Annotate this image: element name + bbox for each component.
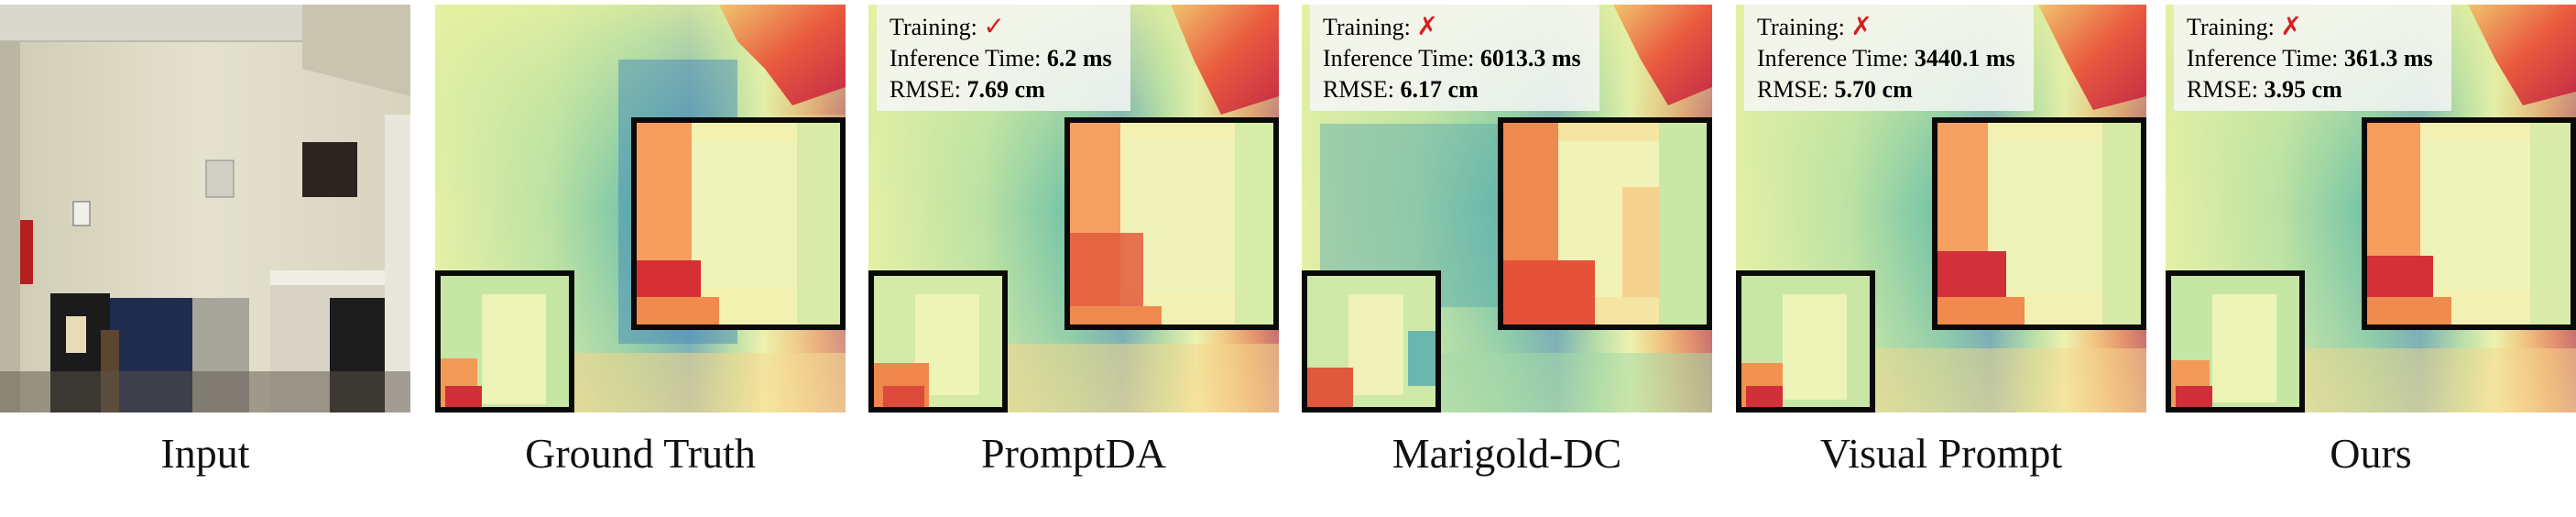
cross-icon: ✗ bbox=[1416, 13, 1438, 41]
rmse-row: RMSE: 6.17 cm bbox=[1323, 74, 1581, 105]
zoom-inset-small bbox=[435, 270, 574, 412]
training-label: Training: bbox=[2187, 14, 2275, 40]
training-label: Training: bbox=[1323, 14, 1411, 40]
training-row: Training: ✓ bbox=[890, 12, 1112, 43]
rmse-value: 7.69 cm bbox=[966, 76, 1045, 103]
training-row: Training: ✗ bbox=[1757, 12, 2015, 43]
rmse-row: RMSE: 3.95 cm bbox=[2187, 74, 2433, 105]
inference-label: Inference Time: bbox=[2187, 45, 2339, 72]
check-icon: ✓ bbox=[983, 13, 1005, 41]
zoom-inset-large bbox=[1064, 117, 1279, 330]
zoom-inset-small bbox=[1302, 270, 1441, 412]
training-label: Training: bbox=[890, 14, 977, 40]
inference-row: Inference Time: 361.3 ms bbox=[2187, 43, 2433, 74]
caption-visual-prompt: Visual Prompt bbox=[1819, 430, 2063, 477]
rmse-row: RMSE: 5.70 cm bbox=[1757, 74, 2015, 105]
caption-ground-truth: Ground Truth bbox=[525, 430, 756, 477]
input-image bbox=[0, 5, 410, 412]
cross-icon: ✗ bbox=[1850, 13, 1872, 41]
ours-depth: Training: ✗ Inference Time: 361.3 ms RMS… bbox=[2166, 5, 2576, 412]
zoom-inset-large bbox=[1498, 117, 1712, 330]
rmse-row: RMSE: 7.69 cm bbox=[890, 74, 1112, 105]
caption-promptda: PromptDA bbox=[981, 430, 1166, 477]
rmse-label: RMSE: bbox=[1323, 76, 1395, 103]
training-label: Training: bbox=[1757, 14, 1845, 40]
cross-icon: ✗ bbox=[2280, 13, 2302, 41]
caption-input: Input bbox=[160, 430, 250, 477]
zoom-inset-small bbox=[1736, 270, 1875, 412]
inference-value: 3440.1 ms bbox=[1914, 45, 2015, 72]
rmse-value: 3.95 cm bbox=[2264, 76, 2342, 103]
zoom-inset-large bbox=[1932, 117, 2146, 330]
zoom-inset-small bbox=[868, 270, 1008, 412]
rmse-label: RMSE: bbox=[890, 76, 962, 103]
rmse-label: RMSE: bbox=[2187, 76, 2259, 103]
caption-ours: Ours bbox=[2330, 430, 2412, 477]
metrics-box: Training: ✗ Inference Time: 361.3 ms RMS… bbox=[2174, 5, 2451, 111]
inference-row: Inference Time: 3440.1 ms bbox=[1757, 43, 2015, 74]
metrics-box: Training: ✗ Inference Time: 3440.1 ms RM… bbox=[1744, 5, 2034, 111]
training-row: Training: ✗ bbox=[1323, 12, 1581, 43]
ground-truth-depth bbox=[435, 5, 846, 412]
zoom-inset-large bbox=[2362, 117, 2576, 330]
rmse-label: RMSE: bbox=[1757, 76, 1829, 103]
zoom-inset-large bbox=[631, 117, 846, 330]
zoom-inset-small bbox=[2166, 270, 2305, 412]
metrics-box: Training: ✓ Inference Time: 6.2 ms RMSE:… bbox=[877, 5, 1130, 111]
inference-label: Inference Time: bbox=[1323, 45, 1475, 72]
promptda-depth: Training: ✓ Inference Time: 6.2 ms RMSE:… bbox=[868, 5, 1279, 412]
caption-marigold-dc: Marigold-DC bbox=[1392, 430, 1622, 477]
rmse-value: 5.70 cm bbox=[1834, 76, 1913, 103]
metrics-box: Training: ✗ Inference Time: 6013.3 ms RM… bbox=[1310, 5, 1599, 111]
rmse-value: 6.17 cm bbox=[1400, 76, 1479, 103]
inference-value: 361.3 ms bbox=[2343, 45, 2433, 72]
inference-label: Inference Time: bbox=[1757, 45, 1909, 72]
inference-label: Inference Time: bbox=[890, 45, 1042, 72]
marigold-dc-depth: Training: ✗ Inference Time: 6013.3 ms RM… bbox=[1302, 5, 1712, 412]
training-row: Training: ✗ bbox=[2187, 12, 2433, 43]
inference-row: Inference Time: 6.2 ms bbox=[890, 43, 1112, 74]
inference-value: 6.2 ms bbox=[1046, 45, 1112, 72]
visual-prompt-depth: Training: ✗ Inference Time: 3440.1 ms RM… bbox=[1736, 5, 2146, 412]
inference-value: 6013.3 ms bbox=[1479, 45, 1581, 72]
inference-row: Inference Time: 6013.3 ms bbox=[1323, 43, 1581, 74]
